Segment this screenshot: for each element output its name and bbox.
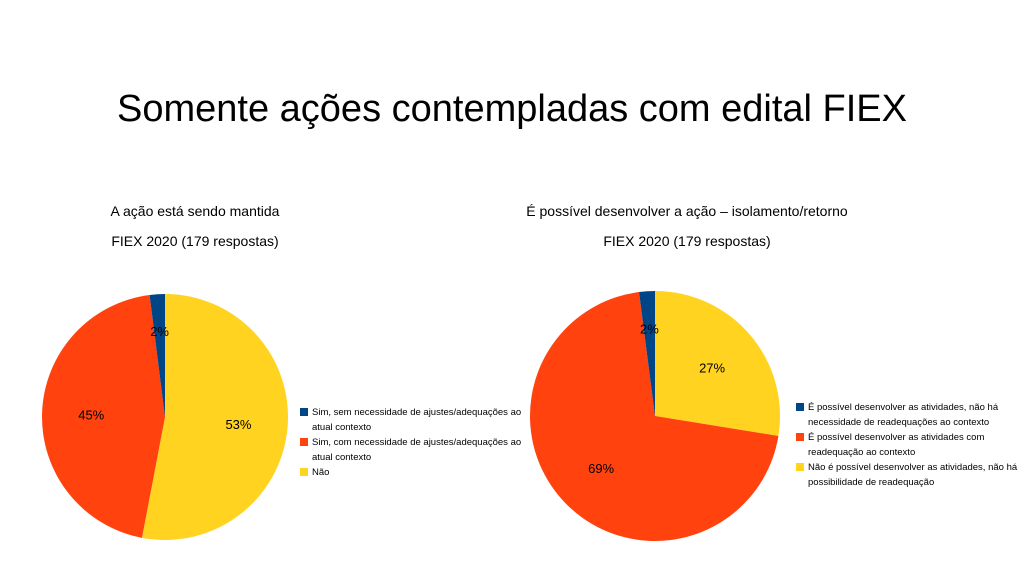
legend-label: É possível desenvolver as atividades, nã… [808, 402, 999, 428]
chart2-title: É possível desenvolver a ação – isolamen… [526, 203, 848, 219]
chart2-slice-1 [530, 292, 779, 541]
legend-item: Não [300, 465, 525, 480]
legend-label: Não [312, 467, 330, 478]
chart1-data-label-2: 53% [225, 417, 251, 432]
legend-label: Não é possível desenvolver as atividades… [808, 462, 1018, 488]
legend-item: É possível desenvolver as atividades, nã… [796, 400, 1021, 430]
legend-swatch [796, 403, 804, 411]
chart2-subtitle: FIEX 2020 (179 respostas) [603, 233, 771, 249]
chart1-slice-0 [149, 294, 165, 417]
legend-label: Sim, com necessidade de ajustes/adequaçõ… [312, 437, 522, 463]
chart2-data-label-0: 2% [640, 322, 659, 337]
chart2-data-label-1: 69% [588, 461, 614, 476]
legend-item: Não é possível desenvolver as atividades… [796, 460, 1021, 490]
chart2-slice-2 [655, 291, 780, 436]
chart1-subtitle: FIEX 2020 (179 respostas) [111, 233, 279, 249]
legend-swatch [796, 433, 804, 441]
legend-label: É possível desenvolver as atividades com… [808, 432, 985, 458]
chart1-data-label-1: 45% [78, 408, 104, 423]
legend-label: Sim, sem necessidade de ajustes/adequaçõ… [312, 407, 522, 433]
legend-swatch [300, 408, 308, 416]
page-title: Somente ações contempladas com edital FI… [117, 88, 907, 130]
legend-swatch [796, 463, 804, 471]
chart1-data-label-0: 2% [150, 324, 169, 339]
chart1-legend: Sim, sem necessidade de ajustes/adequaçõ… [300, 405, 525, 480]
chart2-slice-0 [639, 291, 655, 416]
chart1-title: A ação está sendo mantida [110, 203, 280, 219]
legend-swatch [300, 468, 308, 476]
legend-item: Sim, com necessidade de ajustes/adequaçõ… [300, 435, 525, 465]
chart2-legend: É possível desenvolver as atividades, nã… [796, 400, 1021, 490]
legend-swatch [300, 438, 308, 446]
legend-item: É possível desenvolver as atividades com… [796, 430, 1021, 460]
legend-item: Sim, sem necessidade de ajustes/adequaçõ… [300, 405, 525, 435]
chart1-slice-2 [141, 294, 289, 541]
chart2-data-label-2: 27% [699, 360, 725, 375]
chart1-slice-1 [42, 294, 165, 538]
